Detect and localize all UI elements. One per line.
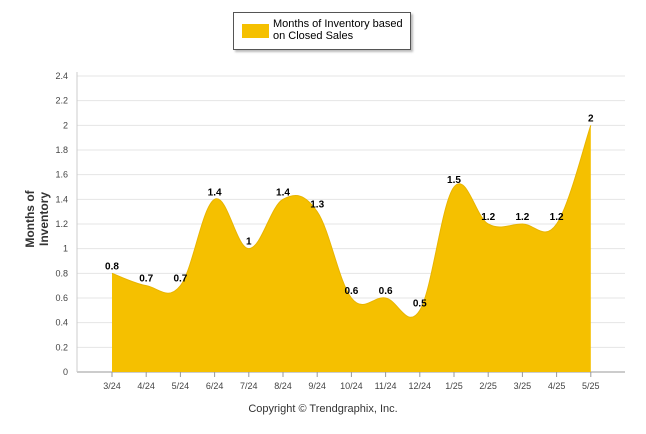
y-tick-label: 1.4 [55,194,68,204]
copyright-text: Copyright © Trendgraphix, Inc. [248,403,398,415]
data-label: 0.8 [105,261,119,272]
x-tick-label: 3/25 [514,381,532,391]
x-tick-label: 7/24 [240,381,258,391]
data-label: 0.6 [379,286,393,297]
series-line [111,125,592,318]
x-tick-label: 9/24 [308,381,326,391]
x-tick-label: 11/24 [375,381,397,391]
x-tick-label: 5/24 [172,381,190,391]
x-tick-label: 5/25 [582,381,600,391]
y-tick-label: 0.8 [55,268,68,278]
legend-series-label: Months of Inventory based on Closed Sale… [273,18,403,42]
y-tick-label: 0.6 [55,293,68,303]
x-tick-label: 8/24 [274,381,292,391]
y-tick-label: 0.2 [55,342,68,352]
data-label: 1.2 [515,212,529,223]
x-tick-label: 12/24 [409,381,432,391]
legend-swatch [242,24,269,38]
y-tick-label: 2 [63,120,68,130]
legend: Months of Inventory based on Closed Sale… [233,12,411,50]
y-tick-label: 2.4 [55,71,68,81]
series-area [112,125,591,372]
data-label: 1.2 [481,212,495,223]
x-tick-label: 1/25 [445,381,463,391]
y-tick-label: 1 [63,244,68,254]
y-tick-label: 1.6 [55,170,68,180]
data-label: 1.4 [276,187,290,198]
data-label: 0.5 [413,298,427,309]
y-tick-label: 1.8 [55,145,68,155]
data-label: 0.7 [139,274,153,285]
y-tick-label: 0 [63,367,68,377]
y-axis-title: Months of Inventory [23,190,51,248]
y-tick-label: 0.4 [55,318,68,328]
x-tick-label: 4/25 [548,381,566,391]
y-tick-label: 2.2 [55,96,68,106]
x-tick-label: 4/24 [137,381,155,391]
data-label: 0.7 [173,274,187,285]
x-tick-label: 6/24 [206,381,224,391]
data-label: 2 [588,113,594,124]
x-tick-label: 3/24 [103,381,121,391]
x-tick-label: 2/25 [479,381,497,391]
data-label: 1.2 [550,212,564,223]
data-label: 0.6 [344,286,358,297]
x-tick-label: 10/24 [340,381,363,391]
data-label: 1.5 [447,175,461,186]
data-label: 1 [246,237,252,248]
data-label: 1.4 [208,187,222,198]
data-label: 1.3 [310,200,324,211]
y-tick-label: 1.2 [55,219,68,229]
